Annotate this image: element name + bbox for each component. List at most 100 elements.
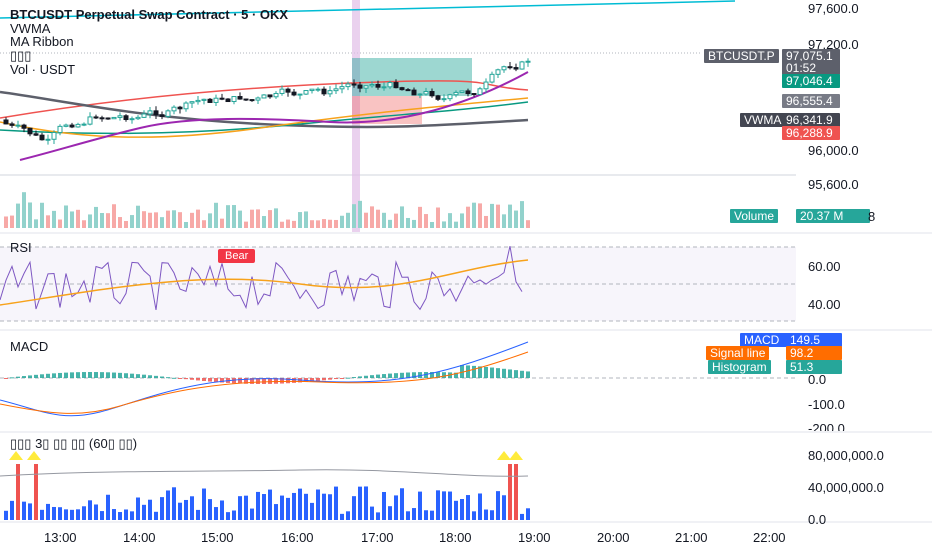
macd-histogram-bar <box>364 375 368 378</box>
macd-histogram-bar <box>244 378 248 384</box>
macd-histogram-bar <box>208 378 212 382</box>
macd-tick: 0.0 <box>808 372 827 387</box>
volume-pane-bar <box>346 511 350 520</box>
volume-pane-bar <box>118 512 122 520</box>
candle-body <box>123 115 129 121</box>
candle-body <box>393 82 399 89</box>
macd-histogram-bar <box>370 375 374 378</box>
macd-histogram-bar <box>514 370 518 378</box>
volume-pane-bar <box>316 489 320 520</box>
candle-body <box>21 124 27 129</box>
volume-bar <box>94 206 98 228</box>
macd-tick: -100.0 <box>808 397 845 412</box>
candle-body <box>375 83 381 88</box>
macd-histogram-bar <box>316 378 320 381</box>
candle-body <box>201 98 207 101</box>
macd-histogram-bar <box>40 374 44 378</box>
macd-histogram-bar <box>172 377 176 379</box>
macd-histogram-bar <box>436 372 440 378</box>
volume-bar <box>526 220 530 228</box>
volume-bar <box>208 213 212 228</box>
macd-histogram-bar <box>94 372 98 378</box>
volume-pane-bar <box>4 510 8 520</box>
signal-badge-label: Signal line <box>706 346 770 360</box>
volume-tick: 0.0 <box>808 512 827 527</box>
macd-histogram-bar <box>400 372 404 378</box>
volume-bar <box>166 210 170 228</box>
volume-bar <box>520 201 524 228</box>
candle-body <box>483 81 489 90</box>
macd-histogram-bar <box>292 378 296 383</box>
indicator-ma-ribbon[interactable]: MA Ribbon <box>10 34 74 49</box>
candle-body <box>195 99 201 103</box>
spike-marker <box>9 451 23 460</box>
volume-bar <box>292 220 296 228</box>
volume-pane-bar <box>130 511 134 520</box>
volume-bar <box>52 210 56 228</box>
macd-histogram-bar <box>256 378 260 384</box>
macd-histogram-bar <box>430 372 434 378</box>
macd-histogram-bar <box>220 378 224 383</box>
volume-bar <box>334 219 338 228</box>
macd-histogram-bar <box>520 370 524 378</box>
candle-body <box>309 88 315 92</box>
volume-bar <box>4 216 8 228</box>
price-tick: 95,600.0 <box>808 177 859 192</box>
volume-pane-bar <box>82 506 86 520</box>
macd-histogram-bar <box>106 372 110 378</box>
volume-bar <box>400 206 404 228</box>
symbol-title[interactable]: BTCUSDT Perpetual Swap Contract · 5 · OK… <box>10 7 289 22</box>
macd-badge-value: 149.5 <box>786 333 842 347</box>
macd-histogram-bar <box>166 377 170 379</box>
candle-body <box>159 114 165 117</box>
volume-bar <box>262 216 266 228</box>
time-tick: 14:00 <box>123 530 156 545</box>
volume-pane-bar <box>352 496 356 520</box>
candle-body <box>387 82 393 88</box>
candle-body <box>315 88 321 91</box>
volume-bar <box>358 200 362 228</box>
candle-body <box>45 138 51 141</box>
volume-bar <box>328 219 332 228</box>
volume-bar <box>142 211 146 228</box>
volume-bar <box>148 212 152 228</box>
bear-signal-badge: Bear <box>218 249 256 263</box>
volume-pane-bar <box>364 486 368 520</box>
macd-histogram-bar <box>496 368 500 378</box>
volume-bar <box>100 213 104 228</box>
indicator-volume[interactable]: Vol · USDT <box>10 62 76 77</box>
candle-body <box>153 110 159 116</box>
volume-pane-bar <box>478 493 482 520</box>
volume-pane-label[interactable]: ▯▯▯ 3▯ ▯▯ ▯▯ (60▯ ▯▯) <box>10 436 138 451</box>
ribbon-value-tag: 96,555.4 <box>782 94 840 108</box>
volume-pane-bar <box>502 495 506 520</box>
candle-body <box>141 113 147 118</box>
volume-pane-bar <box>436 490 440 520</box>
candle-body <box>105 117 111 120</box>
volume-bar <box>472 202 476 228</box>
volume-pane-bar <box>358 486 362 520</box>
macd-tick: -200.0 <box>808 421 845 431</box>
indicator-vwma[interactable]: VWMA <box>10 21 51 36</box>
volume-bar <box>412 219 416 228</box>
volume-pane-bar <box>202 488 206 520</box>
macd-histogram-bar <box>64 372 68 378</box>
macd-label[interactable]: MACD <box>10 339 49 354</box>
macd-histogram-bar <box>10 377 14 379</box>
rsi-label[interactable]: RSI <box>10 240 32 255</box>
macd-histogram-bar <box>52 373 56 378</box>
candle-body <box>15 124 21 127</box>
time-tick: 22:00 <box>753 530 786 545</box>
candle-body <box>381 86 387 89</box>
volume-pane-bar <box>310 502 314 520</box>
rsi-tick: 60.00 <box>808 259 841 274</box>
volume-pane-bar <box>226 512 230 520</box>
volume-bar <box>442 221 446 228</box>
volume-pane-bar <box>34 464 38 520</box>
candle-body <box>303 90 309 95</box>
indicator-unknown[interactable]: ▯▯▯ <box>10 48 32 63</box>
macd-histogram-bar <box>232 378 236 384</box>
volume-pane-bar <box>292 492 296 520</box>
candle-body <box>525 60 531 63</box>
